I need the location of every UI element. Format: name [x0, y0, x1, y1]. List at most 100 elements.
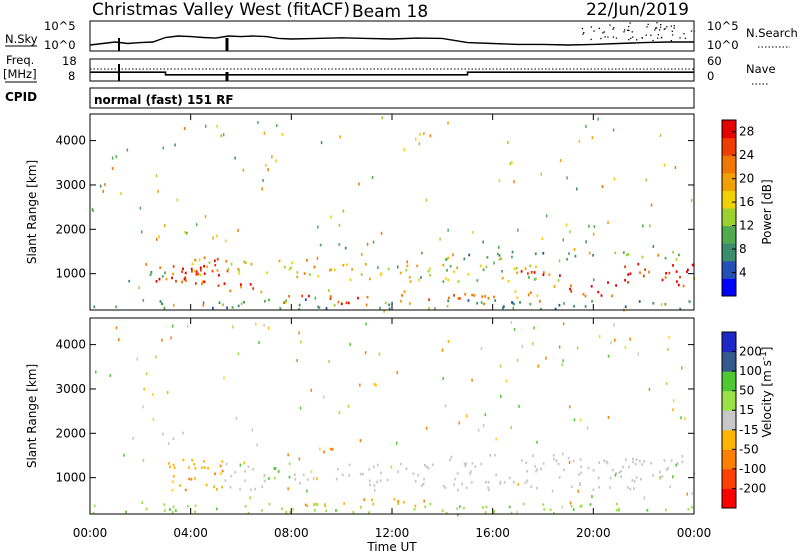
noise-search-dot	[683, 33, 685, 35]
heatmap-cell	[558, 476, 561, 479]
heatmap-cell	[183, 277, 186, 281]
heatmap-cell	[369, 277, 371, 281]
heatmap-cell	[132, 436, 134, 440]
heatmap-cell	[614, 473, 617, 477]
heatmap-cell	[202, 303, 205, 307]
heatmap-cell	[155, 355, 157, 359]
heatmap-cell	[676, 280, 678, 283]
heatmap-cell	[650, 461, 653, 465]
heatmap-cell	[542, 462, 545, 465]
heatmap-cell	[566, 176, 568, 180]
heatmap-cell	[538, 300, 541, 303]
heatmap-cell	[349, 342, 351, 346]
heatmap-cell	[548, 273, 551, 276]
noise-search-dot	[652, 39, 654, 42]
heatmap-cell	[542, 271, 545, 274]
heatmap-cell	[186, 504, 189, 508]
heatmap-cell	[300, 340, 302, 344]
heatmap-cell	[288, 475, 291, 479]
heatmap-cell	[495, 437, 497, 441]
heatmap-cell	[227, 267, 230, 271]
heatmap-cell	[625, 458, 627, 461]
heatmap-cell	[510, 511, 513, 515]
heatmap-cell	[304, 298, 307, 301]
heatmap-cell	[249, 488, 252, 492]
heatmap-cell	[358, 182, 360, 186]
heatmap-cell	[616, 502, 618, 506]
heatmap-cell	[446, 257, 448, 261]
heatmap-cell	[216, 488, 218, 491]
heatmap-cell	[446, 269, 448, 272]
heatmap-cell	[456, 472, 459, 475]
heatmap-cell	[425, 198, 428, 202]
heatmap-cell	[304, 503, 307, 507]
heatmap-cell	[427, 269, 430, 273]
heatmap-cell	[489, 454, 492, 457]
heatmap-cell	[505, 379, 508, 383]
heatmap-cell	[624, 265, 626, 268]
heatmap-cell	[368, 511, 370, 514]
heatmap-cell	[172, 272, 174, 276]
heatmap-cell	[168, 462, 170, 465]
time-tick-label: 00:00	[677, 526, 712, 540]
heatmap-cell	[244, 505, 247, 508]
heatmap-cell	[255, 322, 257, 326]
noise-search-dot	[636, 39, 638, 41]
heatmap-cell	[373, 484, 376, 487]
noise-panel-frame	[89, 20, 695, 52]
heatmap-cell	[557, 462, 560, 466]
heatmap-cell	[193, 269, 196, 273]
heatmap-cell	[690, 198, 693, 202]
heatmap-cell	[251, 428, 254, 432]
heatmap-cell	[447, 256, 450, 260]
heatmap-cell	[296, 271, 299, 274]
heatmap-cell	[143, 387, 145, 391]
heatmap-cell	[383, 309, 385, 313]
heatmap-cell	[379, 306, 381, 310]
heatmap-cell	[487, 296, 490, 300]
heatmap-cell	[335, 477, 338, 481]
heatmap-cell	[222, 303, 224, 306]
heatmap-cell	[191, 459, 193, 462]
heatmap-cell	[600, 294, 603, 297]
heatmap-cell	[213, 485, 215, 488]
heatmap-cell	[372, 465, 375, 469]
heatmap-cell	[579, 458, 582, 461]
velocity-colorbar: -200 -100 -50 -15 15 50 100 200	[721, 331, 766, 509]
heatmap-cell	[387, 267, 390, 271]
heatmap-cell	[333, 304, 336, 307]
heatmap-cell	[642, 224, 644, 228]
heatmap-cell	[525, 461, 528, 465]
time-tick-label: 12:00	[375, 526, 410, 540]
heatmap-cell	[570, 485, 573, 489]
heatmap-cell	[665, 272, 667, 275]
heatmap-cell	[652, 244, 655, 248]
heatmap-cell	[203, 256, 206, 260]
heatmap-cell	[329, 297, 332, 300]
heatmap-cell	[493, 261, 495, 265]
heatmap-cell	[589, 251, 591, 255]
heatmap-cell	[194, 504, 197, 508]
noise-search-dot	[615, 37, 618, 39]
heatmap-cell	[445, 258, 447, 261]
heatmap-cell	[524, 481, 527, 485]
heatmap-cell	[118, 338, 120, 342]
heatmap-cell	[265, 163, 267, 167]
heatmap-cell	[314, 503, 317, 506]
heatmap-cell	[687, 268, 689, 272]
heatmap-cell	[554, 307, 557, 311]
heatmap-cell	[330, 447, 332, 451]
heatmap-cell	[239, 487, 241, 491]
heatmap-cell	[526, 470, 529, 473]
heatmap-cell	[659, 133, 662, 137]
heatmap-cell	[287, 453, 289, 457]
heatmap-cell	[520, 270, 523, 273]
heatmap-cell	[607, 221, 609, 224]
heatmap-cell	[403, 148, 405, 152]
heatmap-cell	[318, 306, 321, 309]
heatmap-cell	[541, 237, 544, 241]
heatmap-cell	[214, 472, 216, 476]
heatmap-cell	[200, 466, 203, 469]
heatmap-cell	[283, 265, 286, 269]
heatmap-cell	[584, 294, 587, 298]
